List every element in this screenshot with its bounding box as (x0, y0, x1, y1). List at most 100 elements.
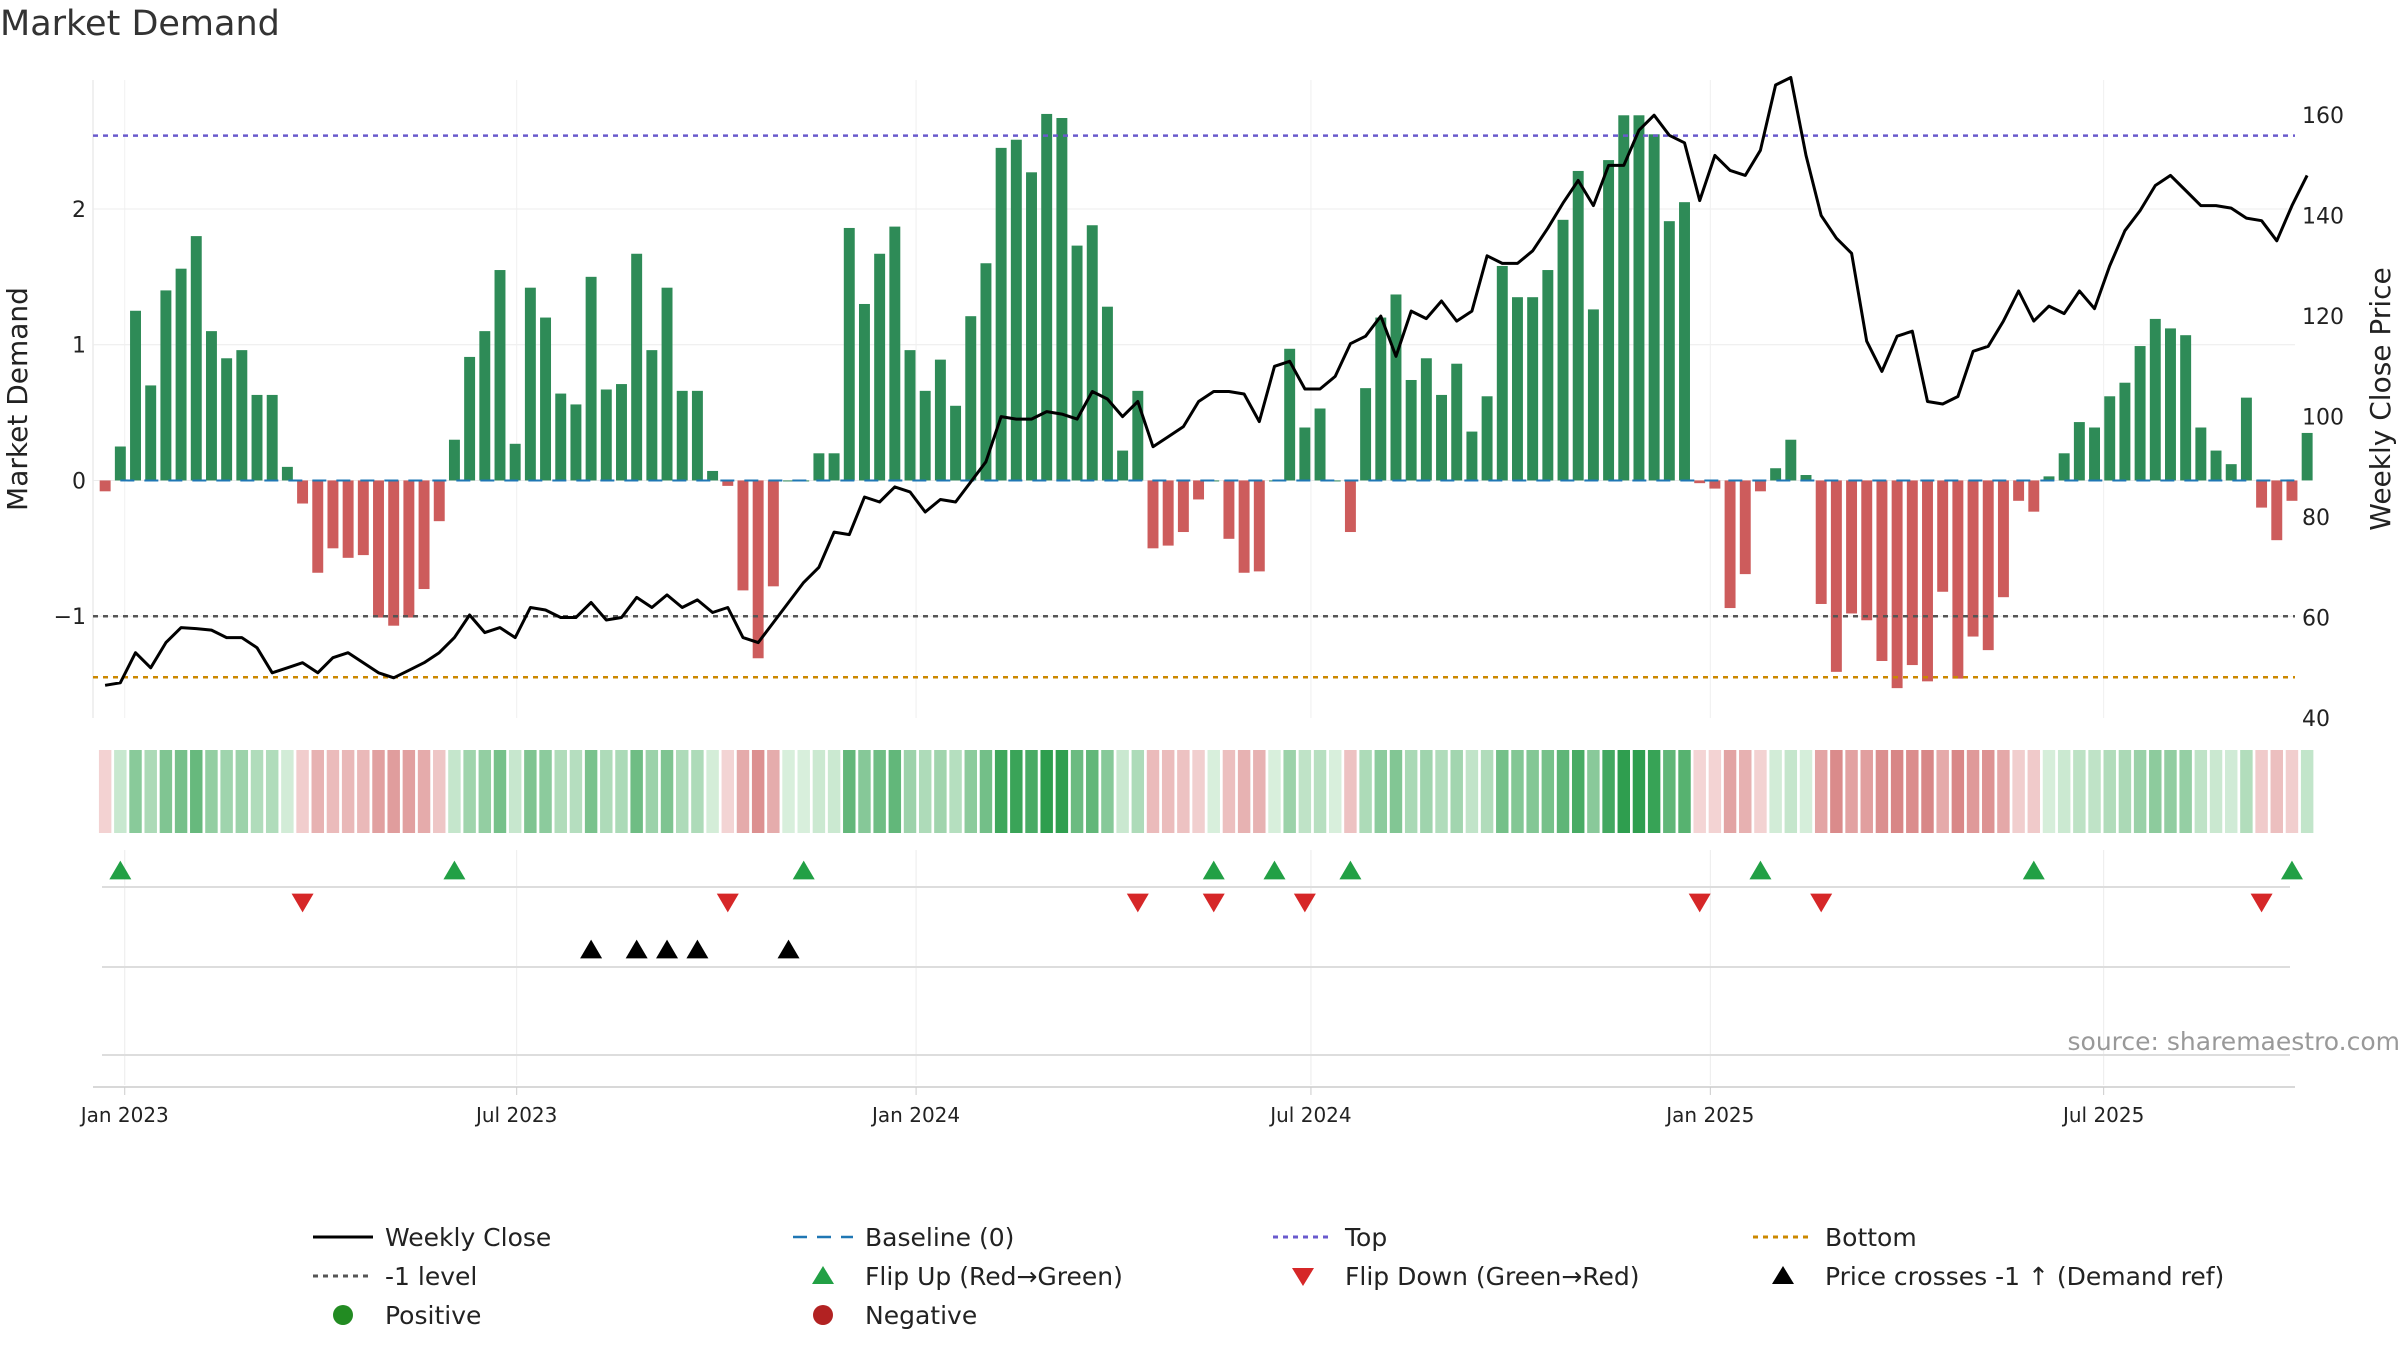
price-cross-marker (656, 939, 679, 959)
demand-bar (373, 480, 384, 618)
demand-bar (1026, 172, 1037, 481)
flip-up-marker (443, 860, 466, 880)
demand-bar (327, 480, 339, 549)
demand-bar (1360, 388, 1372, 481)
demand-bar (312, 480, 324, 573)
intensity-cell (2103, 750, 2116, 833)
intensity-cell (1814, 750, 1828, 833)
demand-bar (737, 480, 749, 591)
right-tick-label: 100 (2302, 406, 2344, 431)
intensity-cell (281, 750, 294, 833)
intensity-cell (539, 750, 552, 833)
intensity-cell (1936, 750, 1949, 833)
intensity-cell (1663, 750, 1676, 833)
intensity-cell (2209, 750, 2223, 833)
intensity-cell (630, 750, 643, 833)
intensity-cell (1769, 750, 1782, 833)
demand-bar (1344, 480, 1356, 533)
intensity-cell (888, 750, 902, 833)
demand-bar (297, 480, 309, 504)
demand-bar (1329, 480, 1341, 482)
demand-bar (114, 446, 126, 481)
intensity-cell (1359, 750, 1372, 833)
intensity-cell (1161, 750, 1175, 833)
intensity-cell (1177, 750, 1190, 833)
demand-bar (1375, 317, 1387, 481)
demand-bar (2180, 335, 2192, 481)
intensity-cell (1404, 750, 1418, 833)
demand-bar (1071, 245, 1083, 481)
demand-bar (2165, 328, 2176, 481)
intensity-cell (508, 750, 522, 833)
left-tick-label: 2 (72, 198, 86, 223)
demand-bar (2195, 427, 2207, 481)
demand-bar (1496, 265, 1508, 481)
intensity-cell (372, 750, 385, 833)
demand-bar (767, 480, 779, 587)
intensity-cell (402, 750, 416, 833)
date-tick-label: Jul 2023 (474, 1103, 557, 1127)
intensity-cell (812, 750, 826, 833)
intensity-cell (1344, 750, 1357, 833)
legend-label: Baseline (0) (865, 1223, 1014, 1252)
demand-bar (2256, 480, 2268, 508)
demand-bar (479, 331, 491, 481)
intensity-cell (493, 750, 507, 833)
demand-bar (1876, 480, 1888, 661)
intensity-cell (1420, 750, 1433, 833)
legend-item: Positive (333, 1301, 481, 1330)
demand-bar (1861, 480, 1873, 621)
intensity-cell (615, 750, 628, 833)
intensity-cell (2133, 750, 2147, 833)
demand-bar (494, 270, 506, 481)
source-label: source: sharemaestro.com (2068, 1027, 2400, 1056)
intensity-cell (1435, 750, 1448, 833)
intensity-cell (1055, 750, 1069, 833)
intensity-cell (1389, 750, 1403, 833)
intensity-cell (326, 750, 340, 833)
intensity-cell (994, 750, 1008, 833)
demand-bar (1466, 431, 1478, 481)
legend-item: Bottom (1753, 1223, 1917, 1252)
demand-bar (1952, 480, 1964, 679)
intensity-cell (1587, 750, 1600, 833)
intensity-cell (2255, 750, 2268, 833)
intensity-cell (964, 750, 977, 833)
price-cross-marker (777, 939, 800, 959)
intensity-cell (934, 750, 947, 833)
legend-label: Negative (865, 1301, 977, 1330)
intensity-cell (205, 750, 218, 833)
demand-bar (889, 226, 901, 481)
intensity-cell (2042, 750, 2056, 833)
demand-bar (1800, 475, 1812, 481)
intensity-cell (1966, 750, 1980, 833)
intensity-cell (797, 750, 810, 833)
date-tick-label: Jan 2023 (79, 1103, 169, 1127)
demand-bar (433, 480, 445, 522)
intensity-cell (1799, 750, 1813, 833)
intensity-cell (736, 750, 750, 833)
demand-bar (2013, 480, 2025, 501)
intensity-cell (782, 750, 795, 833)
intensity-cell (1480, 750, 1494, 833)
demand-bar (524, 287, 536, 481)
intensity-cell (2164, 750, 2177, 833)
right-tick-label: 140 (2302, 205, 2344, 230)
legend-item: -1 level (313, 1262, 477, 1291)
intensity-cell (1298, 750, 1312, 833)
intensity-cell (1526, 750, 1539, 833)
intensity-cell (2118, 750, 2132, 833)
right-tick-label: 160 (2302, 104, 2344, 129)
demand-bar (160, 290, 172, 481)
demand-bar (783, 480, 794, 482)
intensity-cell (1739, 750, 1752, 833)
flip-down-marker (1202, 893, 1225, 913)
left-axis-label: Market Demand (1, 287, 34, 511)
intensity-cell (1131, 750, 1145, 833)
legend-item: Flip Up (Red→Green) (812, 1262, 1123, 1291)
legend-triangle-up (1772, 1266, 1794, 1284)
intensity-cell (1329, 750, 1342, 833)
intensity-cell (341, 750, 355, 833)
legend-label: -1 level (385, 1262, 477, 1291)
demand-bar (1162, 480, 1174, 546)
